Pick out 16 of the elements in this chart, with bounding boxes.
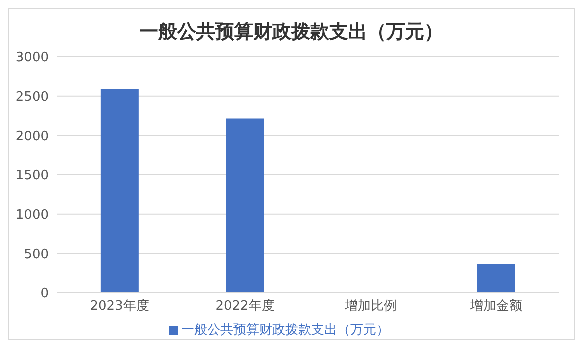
chart-title: 一般公共预算财政拨款支出（万元） — [138, 20, 444, 45]
bar — [477, 264, 516, 293]
y-tick-label: 1000 — [16, 208, 49, 223]
y-tick-label: 3000 — [16, 50, 49, 66]
bar — [100, 89, 139, 293]
bar — [226, 118, 264, 293]
y-tick-label: 500 — [24, 247, 49, 262]
x-tick-label: 增加金额 — [469, 299, 522, 314]
x-tick-label: 2023年度 — [90, 298, 150, 314]
y-tick-label: 0 — [40, 286, 49, 302]
y-tick-label: 1500 — [16, 168, 49, 184]
x-tick-label: 2022年度 — [216, 298, 275, 314]
x-tick-label: 增加比例 — [344, 299, 397, 314]
y-tick-label: 2500 — [16, 90, 49, 105]
legend-label: 一般公共预算财政拨款支出（万元） — [182, 323, 390, 338]
y-tick-label: 2000 — [16, 129, 49, 144]
